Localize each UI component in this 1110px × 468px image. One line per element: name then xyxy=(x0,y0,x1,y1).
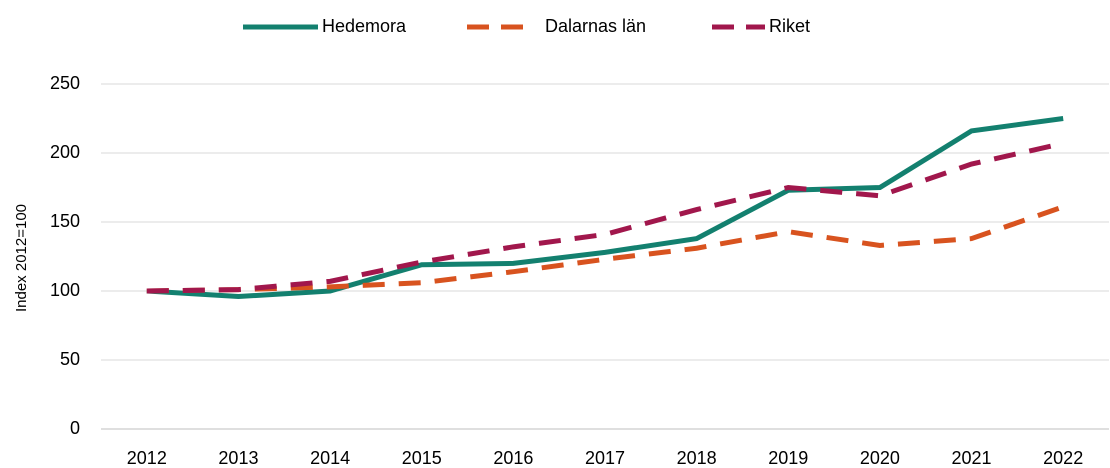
x-tick-label: 2021 xyxy=(952,448,992,468)
x-tick-label: 2016 xyxy=(493,448,533,468)
legend-label: Riket xyxy=(769,16,810,36)
x-tick-label: 2012 xyxy=(127,448,167,468)
x-tick-label: 2019 xyxy=(768,448,808,468)
legend-label: Hedemora xyxy=(322,16,407,36)
y-tick-label: 250 xyxy=(50,73,80,93)
x-tick-label: 2020 xyxy=(860,448,900,468)
data-line xyxy=(146,204,1064,294)
x-tick-label: 2022 xyxy=(1043,448,1083,468)
legend-label: Dalarnas län xyxy=(545,16,646,36)
y-tick-label: 150 xyxy=(50,211,80,231)
y-tick-label: 100 xyxy=(50,280,80,300)
x-tick-label: 2018 xyxy=(677,448,717,468)
x-tick-label: 2013 xyxy=(218,448,258,468)
x-tick-label: 2015 xyxy=(402,448,442,468)
y-tick-label: 200 xyxy=(50,142,80,162)
y-tick-label: 0 xyxy=(70,418,80,438)
y-axis-label: Index 2012=100 xyxy=(13,204,30,312)
data-line xyxy=(146,116,1064,300)
x-tick-label: 2014 xyxy=(310,448,350,468)
y-tick-label: 50 xyxy=(60,349,80,369)
data-line xyxy=(146,140,1064,294)
x-tick-label: 2017 xyxy=(585,448,625,468)
